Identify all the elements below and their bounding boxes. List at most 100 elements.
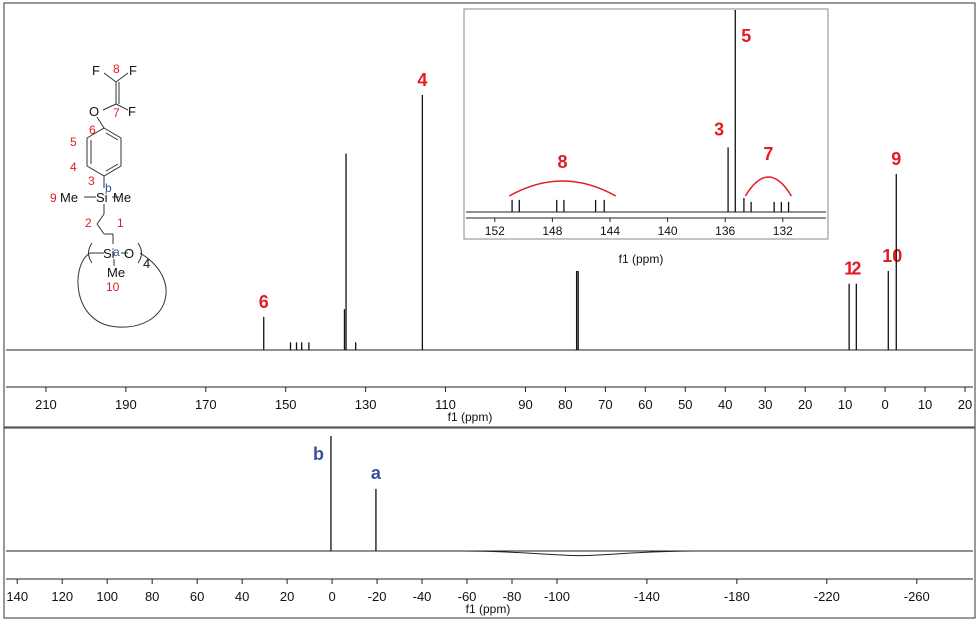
carbon-tick-label: 20 — [798, 397, 812, 412]
bottom-panel-frame — [3, 427, 976, 619]
silicon-peak-label: b — [313, 444, 324, 464]
carbon-peak-label: 10 — [882, 246, 902, 266]
silicon-x-axis: 140 120 100 80 60 40 20 0 -20 -40 -60 -80 -100 -140 -1… — [6, 578, 973, 604]
fluorine-atom: F — [128, 104, 136, 119]
group-label: 8 — [557, 152, 567, 172]
carbon-tick-label: 80 — [558, 397, 572, 412]
silicon-tick-label: -260 — [904, 589, 930, 604]
carbon-tick-label: 50 — [678, 397, 692, 412]
carbon-number: 8 — [113, 62, 120, 76]
carbon-number: 9 — [50, 191, 57, 205]
silicon-label: b — [105, 181, 112, 195]
inset-spectrum: 3 5 8 7 152 148 144 140 136 132 — [463, 8, 829, 240]
inset-tick-label: 152 — [485, 224, 505, 238]
inset-tick-label: 140 — [658, 224, 678, 238]
carbon-number: 7 — [113, 106, 120, 120]
carbon-tick-label: 60 — [638, 397, 652, 412]
inset-tick-label: 136 — [715, 224, 735, 238]
molecular-structure: F F F O Si Me Me Si O Me 4 8 7 6 5 4 3 9… — [50, 62, 167, 328]
inset-tick-label: 132 — [773, 224, 793, 238]
carbon-x-axis-title: f1 (ppm) — [448, 410, 493, 424]
carbon-tick-label: 90 — [518, 397, 532, 412]
silicon-tick-label: 20 — [280, 589, 294, 604]
oxygen-atom: O — [89, 104, 99, 119]
carbon-number: 1 — [117, 216, 124, 230]
inset-x-axis-title: f1 (ppm) — [619, 252, 664, 266]
carbon-tick-label: 30 — [758, 397, 772, 412]
silicon-tick-label: 100 — [96, 589, 118, 604]
silicon-tick-label: -180 — [724, 589, 750, 604]
carbon-number: 6 — [89, 123, 96, 137]
carbon-number: 2 — [85, 216, 92, 230]
repeat-bracket-left — [88, 242, 93, 264]
bond — [96, 213, 105, 225]
carbon-tick-label: 210 — [35, 397, 57, 412]
silicon-tick-label: -20 — [368, 589, 387, 604]
carbon-peak-label: 2 — [851, 259, 861, 279]
carbon-tick-label: 20 — [958, 397, 972, 412]
silicon-atom: Si — [103, 246, 115, 261]
carbon-tick-label: 0 — [881, 397, 888, 412]
carbon-tick-label: 10 — [918, 397, 932, 412]
inset-frame — [463, 8, 829, 240]
carbon-tick-label: 40 — [718, 397, 732, 412]
silicon-x-axis-title: f1 (ppm) — [466, 602, 511, 616]
carbon-x-axis: 210 190 170 150 130 110 90 80 70 60 50 40 30 20 10 0 10 2… — [6, 386, 973, 412]
fluorine-atom: F — [129, 63, 137, 78]
inset-peak-label: 5 — [741, 26, 751, 46]
silicon-peak-label: a — [371, 463, 382, 483]
silicon-spectrum: ba — [6, 436, 973, 557]
silicon-tick-label: 120 — [51, 589, 73, 604]
silicon-atom: Si — [96, 190, 108, 205]
silicon-tick-label: 80 — [145, 589, 159, 604]
carbon-tick-label: 190 — [115, 397, 137, 412]
silicon-tick-label: -80 — [503, 589, 522, 604]
bond — [96, 116, 105, 129]
methyl-group: Me — [107, 265, 125, 280]
bond — [96, 223, 105, 235]
silicon-tick-label: 140 — [6, 589, 28, 604]
carbon-peak-label: 9 — [891, 149, 901, 169]
silicon-tick-label: 40 — [235, 589, 249, 604]
carbon-peak-label: 6 — [259, 292, 269, 312]
inset-tick-label: 148 — [542, 224, 562, 238]
carbon-tick-label: 70 — [598, 397, 612, 412]
silicon-tick-label: -60 — [458, 589, 477, 604]
ring-arc — [77, 252, 167, 328]
carbon-peak-label: 4 — [417, 70, 427, 90]
repeat-count: 4 — [143, 256, 150, 271]
group-bracket — [744, 176, 793, 197]
carbon-number: 3 — [88, 174, 95, 188]
silicon-tick-label: -220 — [814, 589, 840, 604]
bond — [103, 72, 117, 83]
carbon-tick-label: 10 — [838, 397, 852, 412]
silicon-tick-label: 60 — [190, 589, 204, 604]
carbon-tick-label: 150 — [275, 397, 297, 412]
methyl-group: Me — [60, 190, 78, 205]
silicon-tick-label: -140 — [634, 589, 660, 604]
inset-peak-label: 3 — [714, 119, 724, 139]
carbon-tick-label: 170 — [195, 397, 217, 412]
repeat-bracket-right — [137, 242, 142, 264]
bond — [105, 132, 119, 141]
top-panel-frame — [3, 2, 976, 428]
silicon-tick-label: 0 — [328, 589, 335, 604]
methyl-group: Me — [113, 190, 131, 205]
carbon-peak-label: 1 — [844, 259, 854, 279]
carbon-number: 10 — [106, 280, 120, 294]
bond — [105, 163, 119, 172]
silicon-baseline — [6, 550, 973, 557]
bond — [115, 72, 129, 83]
carbon-number: 5 — [70, 135, 77, 149]
group-bracket — [508, 180, 617, 197]
oxygen-atom: O — [124, 246, 134, 261]
inset-tick-label: 144 — [600, 224, 620, 238]
carbon-tick-label: 130 — [355, 397, 377, 412]
silicon-tick-label: -100 — [544, 589, 570, 604]
silicon-tick-label: -40 — [413, 589, 432, 604]
bond — [102, 103, 117, 111]
carbon-number: 4 — [70, 160, 77, 174]
group-label: 7 — [763, 144, 773, 164]
